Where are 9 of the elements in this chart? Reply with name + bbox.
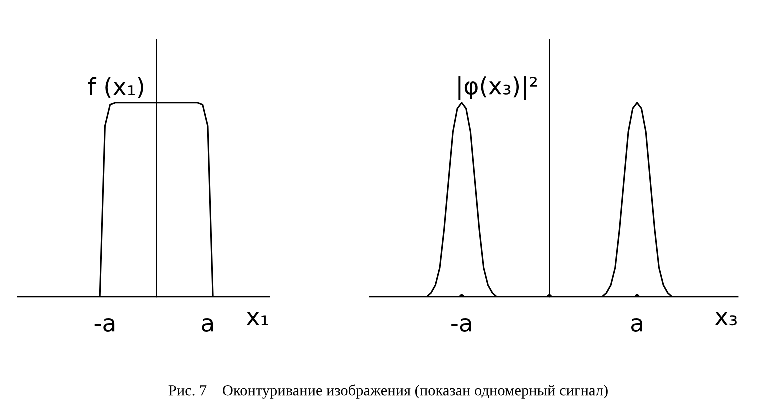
- x-axis-title: x₁: [246, 312, 268, 326]
- y-axis-title: f (x₁): [88, 77, 144, 98]
- x-tick-label: -a: [452, 318, 472, 332]
- x-axis-title: x₃: [715, 312, 737, 326]
- text: Рис. 7 Оконтуривание изображения (показан одномерный сигнал): [168, 384, 608, 399]
- x-tick-label: -a: [94, 318, 115, 332]
- y-axis-title: |φ(x₃)|²: [458, 76, 538, 100]
- x-tick-label: a: [202, 318, 214, 332]
- x-tick-label: a: [631, 318, 642, 332]
